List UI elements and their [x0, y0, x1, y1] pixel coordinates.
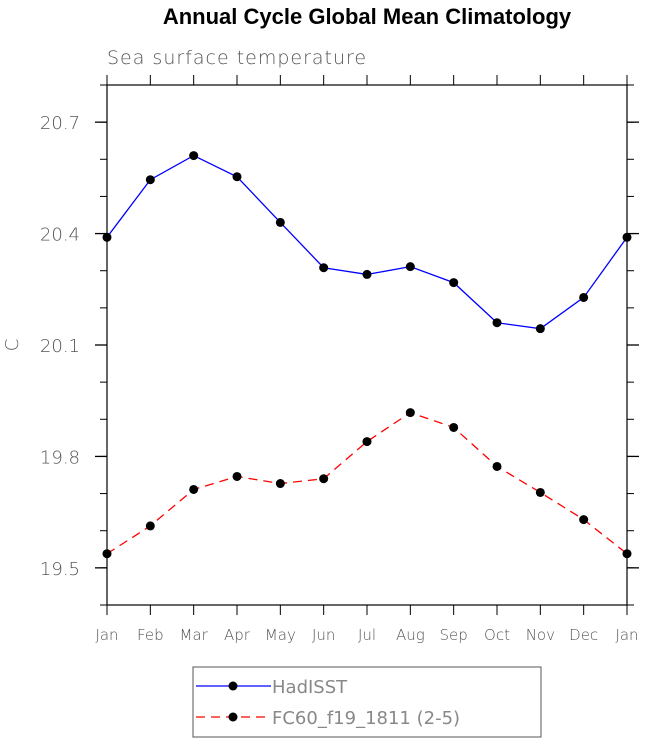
legend-box — [192, 666, 542, 738]
data-point-1 — [449, 422, 459, 432]
legend-label-fc60: FC60_f19_1811 (2-5) — [272, 708, 460, 729]
y-tick-label: 19.8 — [40, 447, 80, 468]
y-tick-label: 20.1 — [40, 336, 80, 357]
data-point-1 — [189, 484, 199, 494]
plot-frame — [106, 84, 628, 606]
x-tick-label: Dec — [569, 626, 598, 644]
data-point-0 — [449, 278, 459, 288]
chart-subtitle: Sea surface temperature — [107, 47, 367, 69]
x-tick-label: Oct — [484, 626, 510, 644]
y-tick-label: 20.4 — [40, 225, 80, 246]
legend-marker-hadisst — [228, 681, 238, 691]
y-axis-label: C — [2, 339, 23, 352]
data-point-0 — [535, 324, 545, 334]
data-point-1 — [319, 474, 329, 484]
data-point-1 — [622, 549, 632, 559]
chart-title: Annual Cycle Global Mean Climatology — [163, 4, 572, 29]
data-point-1 — [579, 515, 589, 525]
legend: HadISST FC60_f19_1811 (2-5) — [192, 666, 542, 738]
series-line-1 — [106, 411, 628, 555]
data-point-0 — [275, 217, 285, 227]
data-point-1 — [232, 471, 242, 481]
x-tick-label: Jun — [312, 626, 335, 644]
x-tick-label: Aug — [396, 626, 425, 644]
data-point-1 — [145, 521, 155, 531]
x-tick-label: Sep — [440, 626, 468, 644]
x-tick-label: Jan — [615, 626, 638, 644]
data-point-0 — [492, 318, 502, 328]
data-point-0 — [622, 232, 632, 242]
data-point-1 — [275, 479, 285, 489]
y-tick-label: 20.7 — [40, 113, 80, 134]
data-point-1 — [405, 408, 415, 418]
data-point-0 — [232, 172, 242, 182]
legend-label-hadisst: HadISST — [272, 677, 348, 698]
x-tick-label: Mar — [180, 626, 209, 644]
data-point-1 — [535, 487, 545, 497]
data-point-0 — [319, 263, 329, 273]
legend-marker-fc60 — [228, 712, 238, 722]
data-point-0 — [579, 292, 589, 302]
x-tick-label: Nov — [526, 626, 555, 644]
y-tick-label: 19.5 — [40, 559, 80, 580]
data-point-1 — [362, 437, 372, 447]
series-line-0 — [106, 154, 628, 330]
data-point-0 — [145, 175, 155, 185]
x-tick-label: May — [265, 626, 296, 644]
x-tick-label: Feb — [137, 626, 164, 644]
x-tick-label: Apr — [224, 626, 251, 644]
data-point-0 — [189, 151, 199, 161]
x-tick-label: Jul — [358, 626, 376, 644]
data-point-1 — [102, 549, 112, 559]
data-point-0 — [362, 269, 372, 279]
x-tick-label: Jan — [95, 626, 118, 644]
data-point-1 — [492, 461, 502, 471]
data-point-0 — [102, 232, 112, 242]
data-point-0 — [405, 262, 415, 272]
